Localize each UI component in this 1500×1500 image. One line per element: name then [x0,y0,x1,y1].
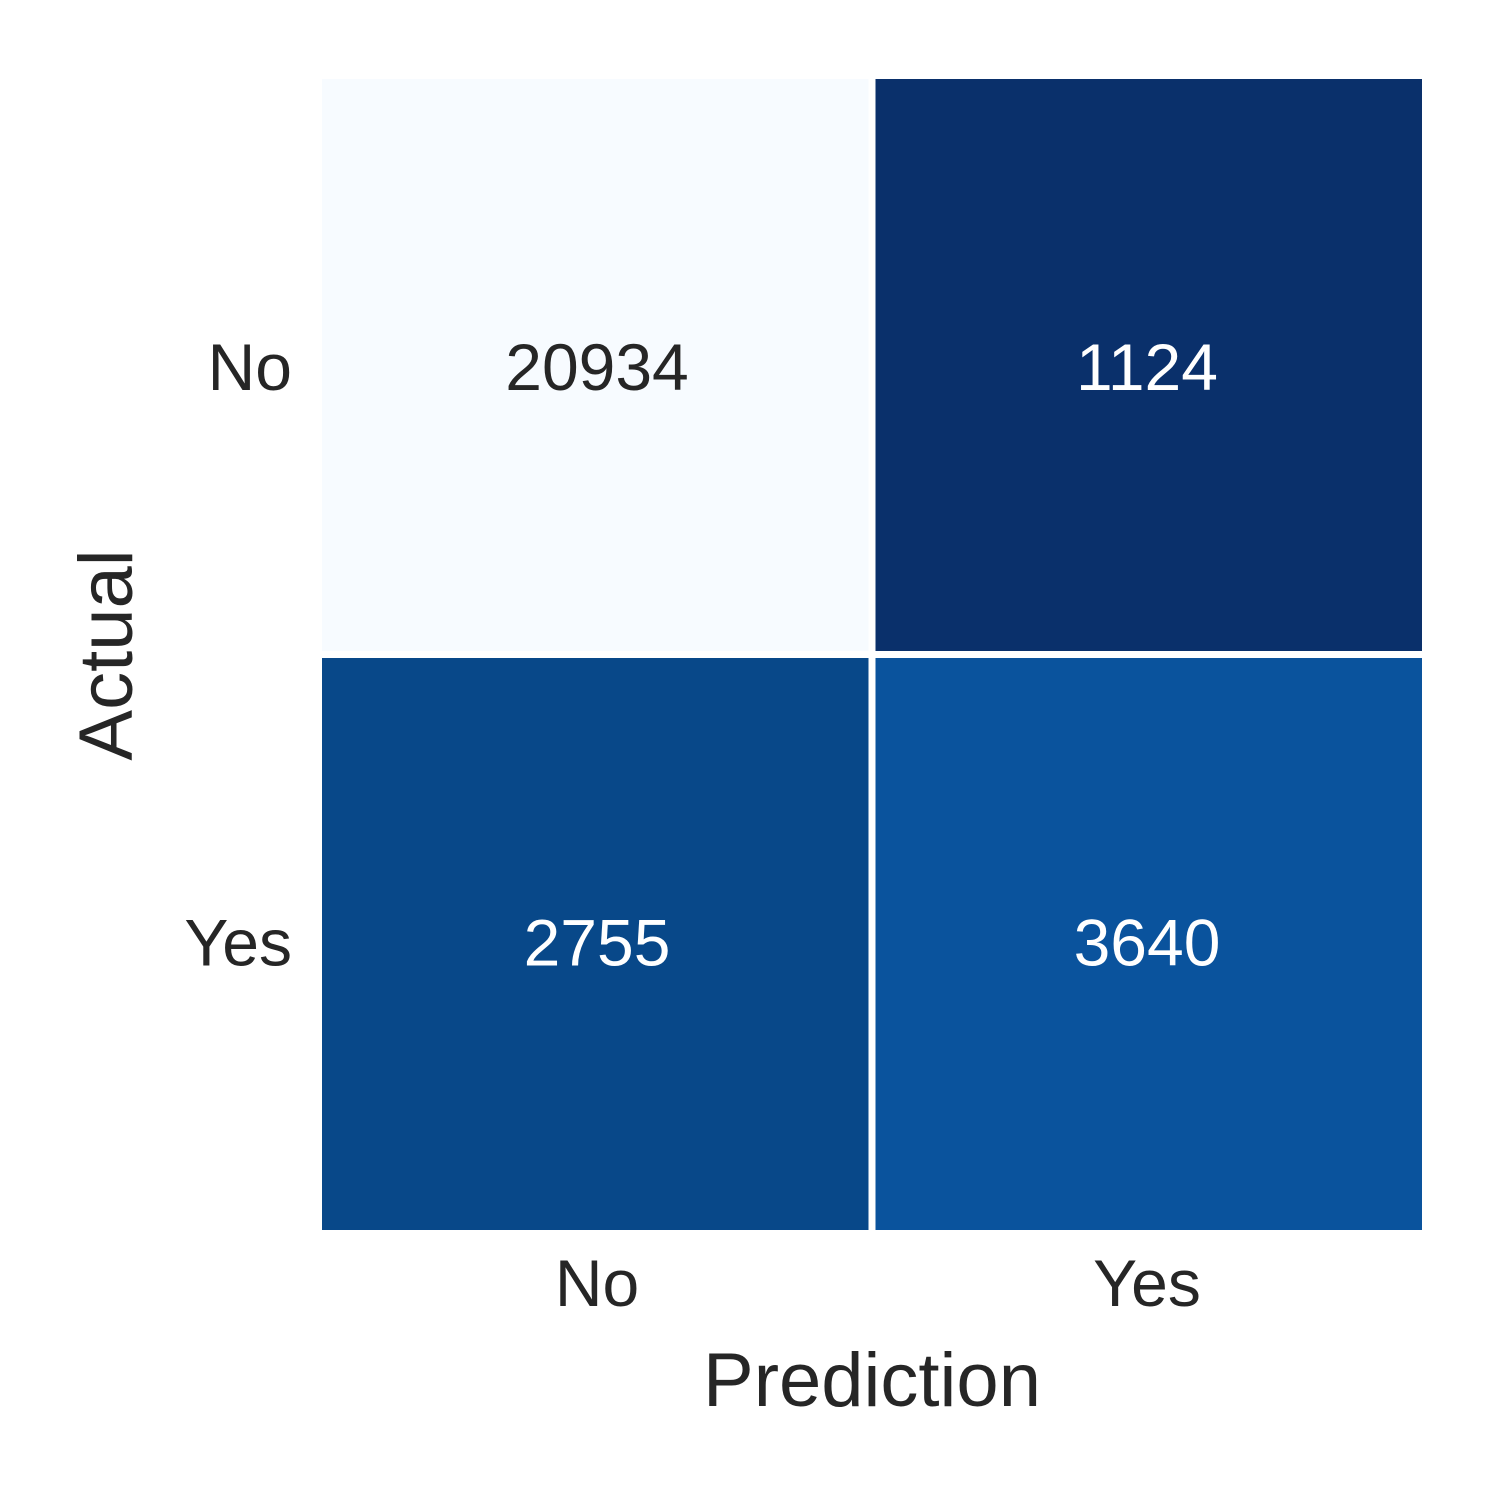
heatmap-cell-no-yes [875,79,1422,651]
y-tick-labels: No Yes [184,330,292,980]
x-tick-label: No [555,1246,639,1320]
x-tick-label: Yes [1093,1246,1201,1320]
y-tick-label: No [208,330,292,404]
x-axis-label: Prediction [703,1338,1041,1423]
x-tick-labels: No Yes [555,1246,1201,1320]
heatmap-cell-labels: 20934 1124 2755 3640 [505,330,1220,980]
y-axis-label: Actual [64,549,149,760]
heatmap-cells [322,79,1422,1230]
heatmap-cell-yes-yes [875,658,1422,1230]
cell-value-label: 1124 [1076,330,1218,404]
cell-value-label: 3640 [1074,905,1221,979]
heatmap-cell-no-no [322,79,869,651]
cell-value-label: 2755 [524,905,671,979]
y-tick-label: Yes [184,905,292,979]
cell-value-label: 20934 [505,330,689,404]
heatmap-cell-yes-no [322,658,869,1230]
